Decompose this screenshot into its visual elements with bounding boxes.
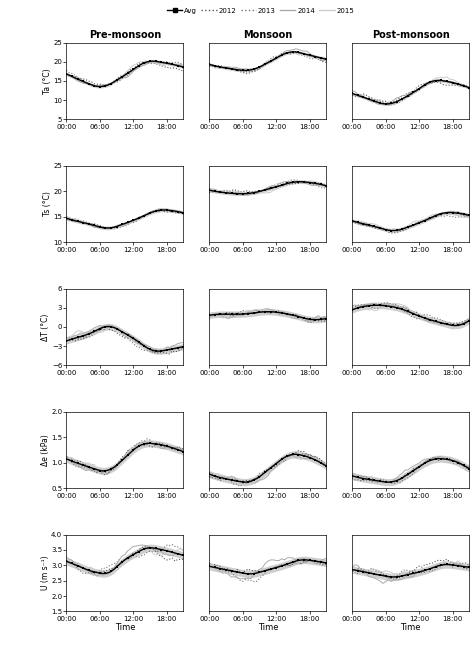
Y-axis label: Ta (°C): Ta (°C) xyxy=(43,68,52,94)
Y-axis label: ΔT (°C): ΔT (°C) xyxy=(41,313,50,341)
X-axis label: Time: Time xyxy=(401,623,421,632)
Y-axis label: Δe (kPa): Δe (kPa) xyxy=(41,434,50,466)
Title: Post-monsoon: Post-monsoon xyxy=(372,30,449,41)
X-axis label: Time: Time xyxy=(115,623,135,632)
Title: Pre-monsoon: Pre-monsoon xyxy=(89,30,161,41)
Y-axis label: Ts (°C): Ts (°C) xyxy=(43,192,52,216)
X-axis label: Time: Time xyxy=(257,623,278,632)
Y-axis label: U (m s⁻¹): U (m s⁻¹) xyxy=(41,556,50,591)
Title: Monsoon: Monsoon xyxy=(243,30,292,41)
Legend: Avg, 2012, 2013, 2014, 2015: Avg, 2012, 2013, 2014, 2015 xyxy=(164,5,357,16)
